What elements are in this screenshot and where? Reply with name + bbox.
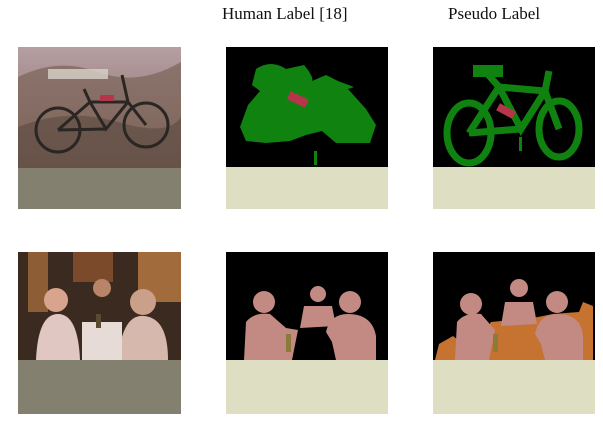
row1-human-label xyxy=(226,47,388,209)
row1-pseudo-label xyxy=(433,47,595,209)
header-pseudo-label: Pseudo Label xyxy=(448,4,541,23)
row2-input-image xyxy=(18,252,181,414)
row2-human-label xyxy=(226,252,388,414)
header-human-label: Human Label [18] xyxy=(222,4,348,23)
row1-input-image xyxy=(18,47,181,209)
row2-pseudo-label xyxy=(433,252,595,414)
